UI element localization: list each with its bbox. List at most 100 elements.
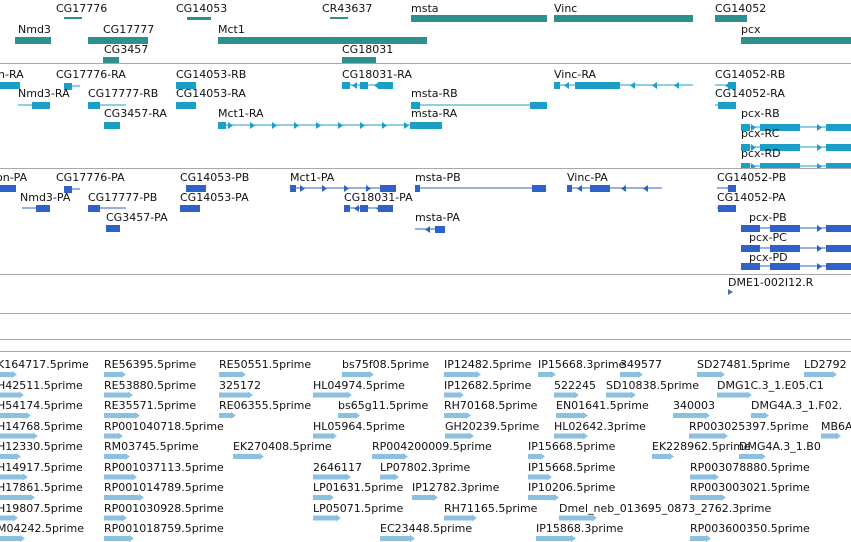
est-glyph[interactable] [219,412,236,419]
transcript-glyph[interactable] [104,122,120,129]
transcript-glyph[interactable] [741,225,851,232]
est-glyph[interactable] [233,453,264,460]
est-glyph[interactable] [559,514,597,522]
est-glyph[interactable] [528,494,559,501]
est-glyph[interactable] [219,371,246,378]
est-glyph[interactable] [0,473,28,481]
gene-glyph[interactable] [342,57,376,63]
est-glyph[interactable] [313,432,337,440]
est-glyph[interactable] [739,453,766,460]
transcript-glyph[interactable] [18,102,50,109]
est-glyph[interactable] [0,391,24,399]
transcript-glyph[interactable] [715,82,736,89]
gene-glyph[interactable] [218,37,427,44]
transcript-glyph[interactable] [64,83,80,90]
transcript-glyph[interactable] [180,205,200,212]
est-glyph[interactable] [690,473,719,481]
est-glyph[interactable] [412,494,438,501]
est-glyph[interactable] [673,412,710,419]
est-glyph[interactable] [0,494,35,501]
est-glyph[interactable] [372,453,408,460]
est-glyph[interactable] [528,453,545,460]
est-glyph[interactable] [606,391,636,399]
transcript-glyph[interactable] [741,245,851,252]
est-glyph[interactable] [0,412,31,419]
est-glyph[interactable] [104,391,133,399]
gene-glyph[interactable] [741,37,851,44]
reagent-glyph[interactable] [728,289,733,295]
est-glyph[interactable] [652,453,674,460]
transcript-glyph[interactable] [176,82,196,89]
est-glyph[interactable] [380,473,399,481]
transcript-glyph[interactable] [0,185,16,192]
gene-glyph[interactable] [64,17,82,19]
transcript-glyph[interactable] [106,225,120,232]
est-glyph[interactable] [313,473,351,481]
transcript-glyph[interactable] [344,205,393,212]
est-glyph[interactable] [697,371,725,378]
est-glyph[interactable] [538,371,556,378]
transcript-glyph[interactable] [415,226,445,233]
est-glyph[interactable] [104,371,126,378]
est-glyph[interactable] [717,391,752,399]
est-glyph[interactable] [690,535,711,542]
est-glyph[interactable] [0,371,17,378]
est-glyph[interactable] [104,494,144,501]
transcript-glyph[interactable] [715,102,736,109]
est-glyph[interactable] [690,494,726,501]
est-glyph[interactable] [104,453,130,460]
est-glyph[interactable] [751,412,769,419]
est-glyph[interactable] [104,432,123,440]
gene-glyph[interactable] [103,57,119,63]
est-glyph[interactable] [313,391,352,399]
transcript-glyph[interactable] [64,186,80,193]
est-glyph[interactable] [620,371,643,378]
transcript-glyph[interactable] [717,185,736,192]
est-glyph[interactable] [444,371,481,378]
transcript-glyph[interactable] [88,102,126,109]
est-glyph[interactable] [528,473,552,481]
transcript-glyph[interactable] [411,102,547,109]
est-glyph[interactable] [444,391,464,399]
est-glyph[interactable] [821,432,841,440]
transcript-glyph[interactable] [176,102,196,109]
est-glyph[interactable] [445,432,474,440]
transcript-glyph[interactable] [22,205,50,212]
transcript-glyph[interactable] [290,185,396,192]
est-glyph[interactable] [444,412,471,419]
est-glyph[interactable] [0,432,38,440]
transcript-glyph[interactable] [741,144,851,151]
est-glyph[interactable] [444,514,477,522]
transcript-glyph[interactable] [415,185,546,192]
transcript-glyph[interactable] [717,205,736,212]
est-glyph[interactable] [219,391,253,399]
transcript-glyph[interactable] [554,82,693,89]
est-glyph[interactable] [342,371,374,378]
est-glyph[interactable] [338,412,360,419]
est-glyph[interactable] [313,494,334,501]
gene-glyph[interactable] [554,15,693,22]
transcript-glyph[interactable] [218,122,427,129]
est-glyph[interactable] [536,535,576,542]
gene-glyph[interactable] [411,15,547,22]
est-glyph[interactable] [0,514,18,522]
transcript-glyph[interactable] [0,82,20,89]
est-glyph[interactable] [313,514,341,522]
gene-glyph[interactable] [15,37,51,44]
est-glyph[interactable] [554,391,579,399]
transcript-glyph[interactable] [741,163,851,168]
est-glyph[interactable] [554,432,588,440]
est-glyph[interactable] [556,412,588,419]
est-glyph[interactable] [104,473,137,481]
transcript-glyph[interactable] [342,82,393,89]
transcript-glyph[interactable] [741,124,851,131]
est-glyph[interactable] [104,412,140,419]
transcript-glyph[interactable] [411,122,442,129]
transcript-glyph[interactable] [88,205,126,212]
est-glyph[interactable] [104,535,134,542]
transcript-glyph[interactable] [567,185,662,192]
est-glyph[interactable] [380,535,415,542]
est-glyph[interactable] [104,514,127,522]
transcript-glyph[interactable] [186,185,206,192]
